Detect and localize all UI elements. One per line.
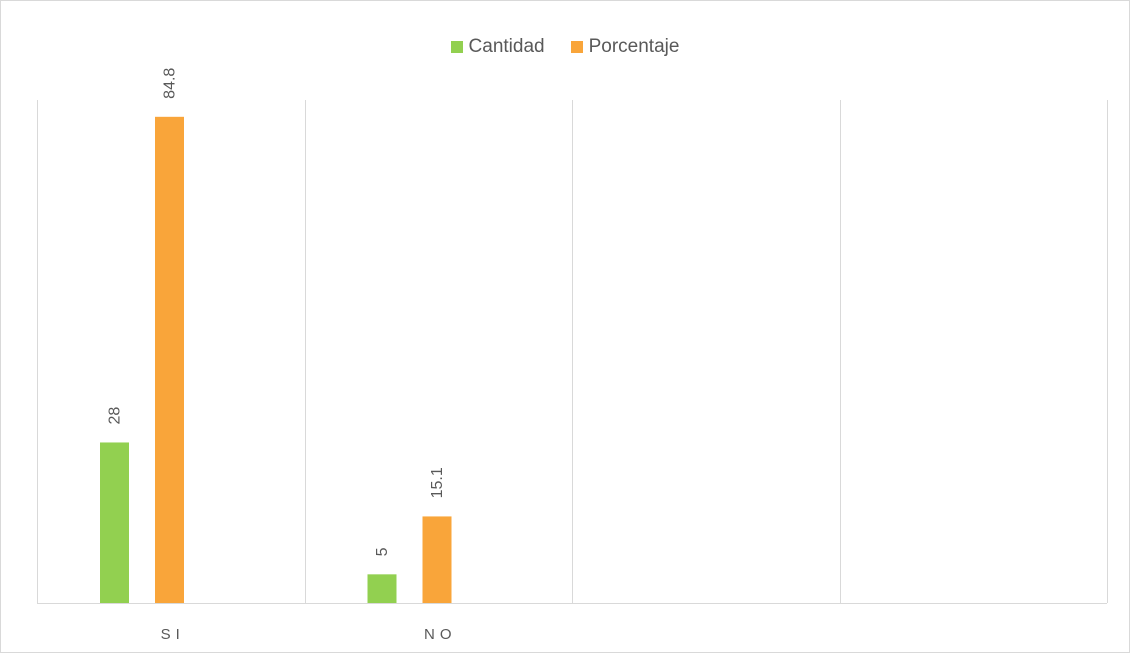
legend-label-porcentaje: Porcentaje bbox=[588, 36, 680, 57]
legend-swatch-cantidad bbox=[450, 41, 463, 53]
x-tick-label: SI bbox=[161, 626, 185, 643]
legend-item-cantidad: Cantidad bbox=[450, 36, 545, 58]
data-label: 5 bbox=[374, 547, 391, 556]
legend-swatch-porcentaje bbox=[570, 41, 583, 53]
data-label: 15.1 bbox=[429, 467, 446, 498]
legend: Cantidad Porcentaje bbox=[0, 36, 1130, 58]
data-label: 28 bbox=[107, 407, 124, 425]
bar-porcentaje-no bbox=[422, 516, 452, 603]
legend-label-cantidad: Cantidad bbox=[468, 36, 545, 57]
bar-cantidad-si bbox=[100, 442, 129, 603]
bar-cantidad-no bbox=[367, 574, 397, 603]
legend-item-porcentaje: Porcentaje bbox=[570, 36, 680, 58]
x-tick-label: NO bbox=[424, 626, 457, 643]
bar-porcentaje-si bbox=[155, 116, 184, 604]
data-label: 84.8 bbox=[162, 68, 179, 99]
